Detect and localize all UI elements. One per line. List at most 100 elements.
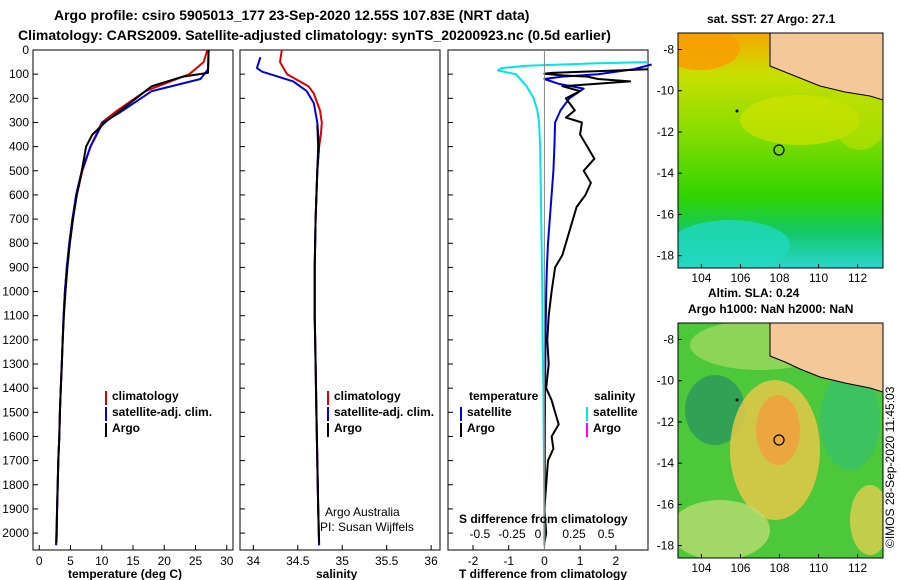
sst-patch	[740, 95, 860, 145]
legend-argo-label: Argo	[112, 421, 140, 435]
sst-map-title: sat. SST: 27 Argo: 27.1	[707, 12, 836, 26]
sla-patch	[820, 370, 880, 470]
temperature-legend: climatology satellite-adj. clim. Argo	[105, 389, 212, 437]
java-landmass	[769, 323, 883, 393]
sla-map	[678, 323, 883, 558]
sla-low-patch	[685, 375, 745, 445]
x-tick-label: 34	[247, 554, 261, 568]
map-x-tick-label: 104	[691, 271, 711, 285]
series-line-satellite-adj-clim	[255, 56, 321, 546]
x-tick-label: 30	[220, 554, 234, 568]
map-y-tick-label: -16	[657, 497, 675, 511]
map-x-tick-label: 108	[770, 271, 790, 285]
s-difference-axis-label: S difference from climatology	[459, 512, 628, 526]
temperature-axis-label: temperature (deg C)	[68, 567, 182, 580]
map-x-tick-label: 106	[730, 271, 750, 285]
y-tick-label: 1400	[2, 381, 29, 395]
s-diff-tick-label: 0.5	[598, 527, 615, 541]
x-tick-label: 20	[158, 554, 172, 568]
map-x-tick-label: 112	[848, 271, 867, 285]
s-diff-tick-label: 0	[535, 527, 542, 541]
x-tick-label: -2	[468, 554, 479, 568]
sst-warm-patch	[678, 33, 740, 70]
map-y-tick-label: -18	[657, 249, 675, 263]
x-tick-label: 15	[126, 554, 140, 568]
map-y-tick-label: -8	[663, 42, 674, 56]
x-tick-label: 35	[336, 554, 350, 568]
map-x-tick-label: 110	[809, 271, 828, 285]
map-y-tick-label: -12	[657, 415, 675, 429]
y-tick-label: 500	[9, 164, 29, 178]
y-tick-label: 1000	[2, 285, 29, 299]
sla-patch	[678, 500, 770, 558]
argo-position-marker	[773, 434, 785, 446]
sla-patch	[850, 485, 883, 555]
map-x-tick-label: 110	[809, 561, 828, 575]
map-y-tick-label: -12	[657, 125, 675, 139]
legend-satellite-label: satellite-adj. clim.	[334, 405, 434, 419]
imos-timestamp: ©IMOS 28-Sep-2020 11:45:03	[883, 386, 897, 548]
s-diff-tick-label: -0.5	[470, 527, 491, 541]
legend-climatology-label: climatology	[334, 389, 401, 403]
salinity-plot-frame	[239, 49, 441, 551]
legend-climatology-label: climatology	[112, 389, 179, 403]
legend-s-argo-label: Argo	[593, 421, 621, 435]
y-tick-label: 1500	[2, 405, 29, 419]
salinity-axis-label: salinity	[316, 567, 358, 580]
map-x-tick-label: 104	[691, 561, 711, 575]
temperature-panel: 0 5 10 15 20 25 300100200300400500600700800900…	[2, 43, 233, 568]
x-tick-label: 34.5	[286, 554, 310, 568]
map-y-tick-label: -14	[657, 456, 675, 470]
argo-position-marker	[773, 144, 785, 156]
title-line-2: Climatology: CARS2009. Satellite-adjuste…	[18, 27, 611, 43]
x-tick-label: 1	[577, 554, 584, 568]
sla-map-axes: 104 106 108 110 112 -8 -10 -12 -14 -16 -18	[657, 332, 868, 575]
y-tick-label: 900	[9, 260, 29, 274]
y-tick-label: 1700	[2, 454, 29, 468]
sst-map	[678, 33, 883, 268]
salinity-legend: climatology satellite-adj. clim. Argo Ar…	[320, 389, 434, 534]
map-y-tick-label: -14	[657, 166, 675, 180]
legend-salinity-title: salinity	[594, 389, 636, 403]
sla-title-line-2: Argo h1000: NaN h2000: NaN	[688, 302, 853, 316]
map-x-tick-label: 112	[848, 561, 867, 575]
y-tick-label: 0	[22, 43, 29, 57]
y-tick-label: 1300	[2, 357, 29, 371]
y-tick-label: 1800	[2, 478, 29, 492]
x-tick-label: 0	[541, 554, 548, 568]
y-tick-label: 2000	[2, 526, 29, 540]
y-tick-label: 1200	[2, 333, 29, 347]
temperature-plot-frame	[32, 49, 234, 551]
series-line-t-argo	[543, 68, 649, 543]
annotation-line-1: Argo Australia	[325, 505, 400, 519]
legend-argo-label: Argo	[334, 421, 362, 435]
y-tick-label: 700	[9, 212, 29, 226]
x-tick-label: 2	[613, 554, 620, 568]
series-line-satellite-adj-clim	[55, 49, 210, 546]
map-y-tick-label: -16	[657, 207, 675, 221]
legend-t-argo-label: Argo	[467, 421, 495, 435]
x-tick-label: 35.5	[375, 554, 399, 568]
y-tick-label: 600	[9, 188, 29, 202]
sst-map-frame	[677, 32, 884, 269]
salinity-panel: 34 34.5 35 35.5 36	[239, 49, 441, 568]
x-tick-label: 25	[189, 554, 203, 568]
legend-s-satellite-label: satellite	[593, 405, 638, 419]
title-line-1: Argo profile: csiro 5905013_177 23-Sep-2…	[54, 7, 529, 23]
x-tick-label: 36	[424, 554, 438, 568]
island-marker	[735, 398, 739, 402]
t-difference-axis-label: T difference from climatology	[459, 567, 627, 580]
map-y-tick-label: -10	[657, 374, 675, 388]
java-landmass	[769, 33, 883, 101]
map-y-tick-label: -18	[657, 539, 675, 553]
map-y-tick-label: -8	[663, 332, 674, 346]
x-tick-label: 0	[36, 554, 43, 568]
series-line-argo	[55, 49, 210, 543]
map-x-tick-label: 108	[770, 561, 790, 575]
y-tick-label: 1100	[3, 309, 29, 323]
difference-plot-frame	[447, 49, 649, 551]
series-line-s-satellite	[497, 61, 649, 546]
y-tick-label: 800	[9, 236, 29, 250]
series-line-climatology	[55, 49, 209, 546]
